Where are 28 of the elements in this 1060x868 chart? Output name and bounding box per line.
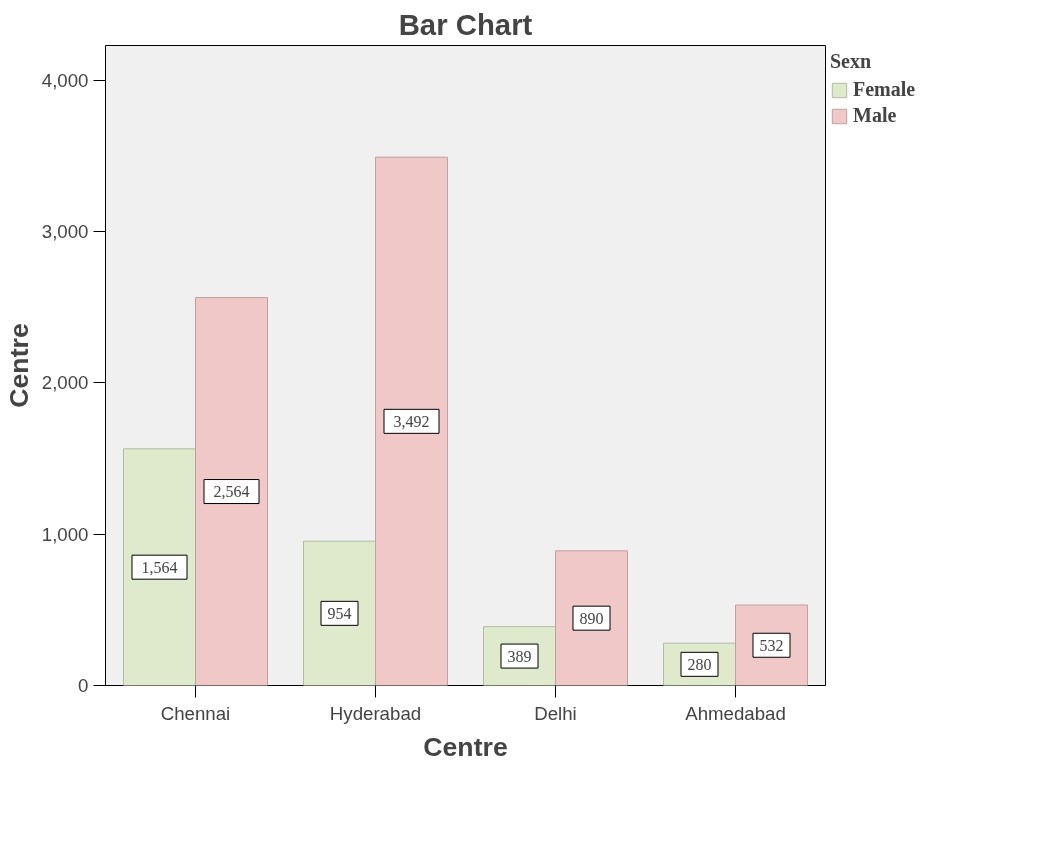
bar — [123, 448, 196, 686]
data-label: 890 — [579, 609, 604, 627]
x-tick-label: Hyderabad — [329, 702, 422, 724]
bar — [555, 550, 628, 686]
bar — [303, 540, 376, 686]
y-tick-label: 3,000 — [41, 221, 89, 243]
y-tick-label: 4,000 — [41, 69, 89, 91]
bar — [195, 297, 268, 686]
data-label: 954 — [327, 604, 352, 622]
y-tick-label: 0 — [78, 675, 89, 696]
x-axis-title: Centre — [423, 731, 508, 762]
data-label: 2,564 — [213, 483, 250, 501]
data-label: 280 — [687, 655, 712, 673]
data-label: 3,492 — [393, 412, 430, 430]
y-axis-title: Centre — [3, 323, 34, 408]
data-label: 1,564 — [141, 558, 178, 576]
legend-label: Female — [853, 78, 916, 101]
y-tick-label: 1,000 — [41, 523, 89, 545]
data-label: 389 — [507, 647, 532, 665]
x-tick-label: Delhi — [534, 702, 577, 724]
x-tick-label: Ahmedabad — [685, 702, 786, 724]
legend-label: Male — [853, 104, 897, 127]
legend-title: Sexn — [830, 50, 873, 73]
data-label: 532 — [759, 636, 784, 654]
bar — [375, 156, 448, 686]
y-tick-label: 2,000 — [41, 372, 89, 394]
chart-title: Bar Chart — [398, 7, 533, 41]
x-tick-label: Chennai — [160, 702, 231, 724]
